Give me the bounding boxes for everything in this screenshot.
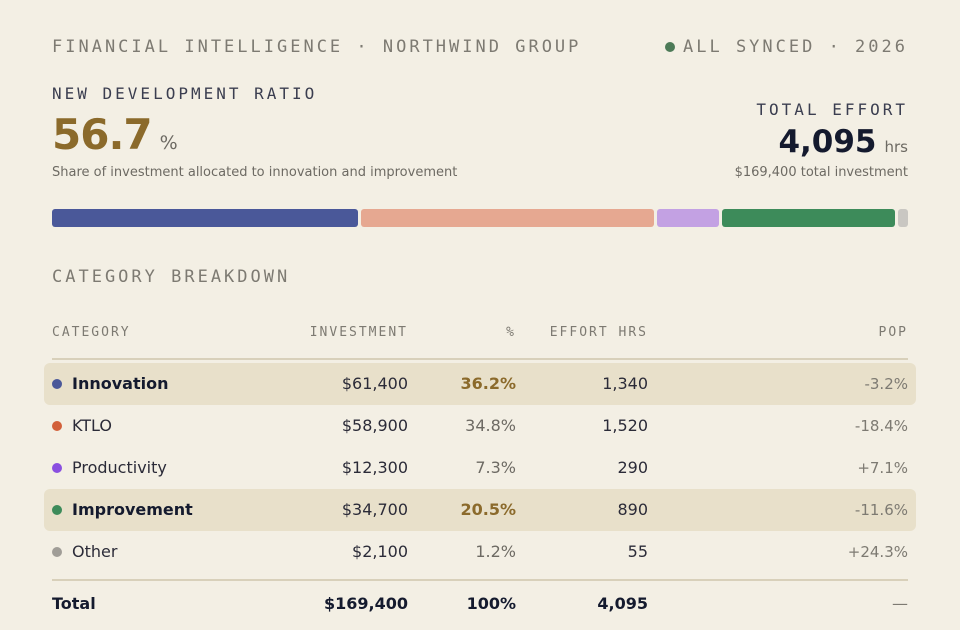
sync-status: ALL SYNCED · 2026 (665, 37, 908, 57)
effort-value: 290 (617, 458, 648, 477)
category-dot-icon (52, 547, 62, 557)
allocation-segment-improvement (721, 209, 895, 227)
column-header-category: CATEGORY (52, 325, 131, 340)
allocation-segment-ktlo (360, 209, 655, 227)
ratio-value: 56.7 % (52, 110, 178, 159)
table-header: CATEGORY INVESTMENT % EFFORT HRS POP (52, 325, 908, 343)
column-header-effort: EFFORT HRS (549, 325, 648, 340)
column-header-pct: % (506, 325, 516, 340)
effort-unit: hrs (884, 138, 909, 156)
table-row[interactable]: Other $2,100 1.2% 55 +24.3% (44, 531, 916, 573)
investment-value: $34,700 (341, 500, 408, 519)
percent-value: 7.3% (475, 458, 516, 477)
percent-value: 34.8% (465, 416, 516, 435)
breakdown-title: CATEGORY BREAKDOWN (52, 267, 291, 287)
total-row: Total $169,400 100% 4,095 — (52, 594, 908, 614)
pop-value: +7.1% (857, 459, 908, 477)
effort-value: 1,520 (602, 416, 648, 435)
allocation-segment-other (897, 209, 908, 227)
category-dot-icon (52, 421, 62, 431)
percent-value: 20.5% (460, 500, 516, 519)
effort-value: 4,095 hrs (778, 124, 908, 160)
header-divider (52, 358, 908, 360)
ratio-unit: % (159, 132, 178, 154)
category-dot-icon (52, 505, 62, 515)
category-name: Improvement (72, 500, 193, 519)
column-header-investment: INVESTMENT (309, 325, 408, 340)
category-name: Productivity (72, 458, 167, 477)
category-name: Other (72, 542, 118, 561)
effort-value: 890 (617, 500, 648, 519)
pop-value: -3.2% (864, 375, 908, 393)
allocation-segment-innovation (52, 209, 358, 227)
effort-label: TOTAL EFFORT (756, 100, 908, 119)
category-dot-icon (52, 463, 62, 473)
effort-value: 1,340 (602, 374, 648, 393)
total-investment: $169,400 (323, 594, 408, 613)
sync-status-label: ALL SYNCED · 2026 (683, 37, 908, 57)
total-pop: — (892, 594, 908, 613)
brand-title: FINANCIAL INTELLIGENCE · NORTHWIND GROUP (52, 37, 582, 57)
allocation-segment-productivity (657, 209, 719, 227)
percent-value: 36.2% (460, 374, 516, 393)
percent-value: 1.2% (475, 542, 516, 561)
table-row[interactable]: Innovation $61,400 36.2% 1,340 -3.2% (44, 363, 916, 405)
table-row[interactable]: KTLO $58,900 34.8% 1,520 -18.4% (44, 405, 916, 447)
investment-value: $61,400 (341, 374, 408, 393)
total-effort: 4,095 (597, 594, 648, 613)
category-name: KTLO (72, 416, 112, 435)
investment-value: $58,900 (341, 416, 408, 435)
total-pct: 100% (466, 594, 516, 613)
allocation-bar (52, 209, 908, 227)
effort-value: 55 (627, 542, 648, 561)
pop-value: +24.3% (847, 543, 908, 561)
column-header-pop: POP (878, 325, 908, 340)
pop-value: -18.4% (854, 417, 908, 435)
ratio-label: NEW DEVELOPMENT RATIO (52, 84, 318, 103)
pop-value: -11.6% (854, 501, 908, 519)
effort-description: $169,400 total investment (734, 165, 908, 180)
ratio-description: Share of investment allocated to innovat… (52, 165, 458, 180)
top-bar: FINANCIAL INTELLIGENCE · NORTHWIND GROUP… (52, 36, 908, 58)
category-dot-icon (52, 379, 62, 389)
investment-value: $2,100 (352, 542, 408, 561)
ratio-number: 56.7 (52, 110, 153, 159)
investment-value: $12,300 (341, 458, 408, 477)
total-divider (52, 579, 908, 581)
table-row[interactable]: Improvement $34,700 20.5% 890 -11.6% (44, 489, 916, 531)
total-label: Total (52, 594, 96, 613)
table-row[interactable]: Productivity $12,300 7.3% 290 +7.1% (44, 447, 916, 489)
sync-status-dot-icon (665, 42, 675, 52)
category-name: Innovation (72, 374, 169, 393)
effort-number: 4,095 (778, 124, 877, 160)
